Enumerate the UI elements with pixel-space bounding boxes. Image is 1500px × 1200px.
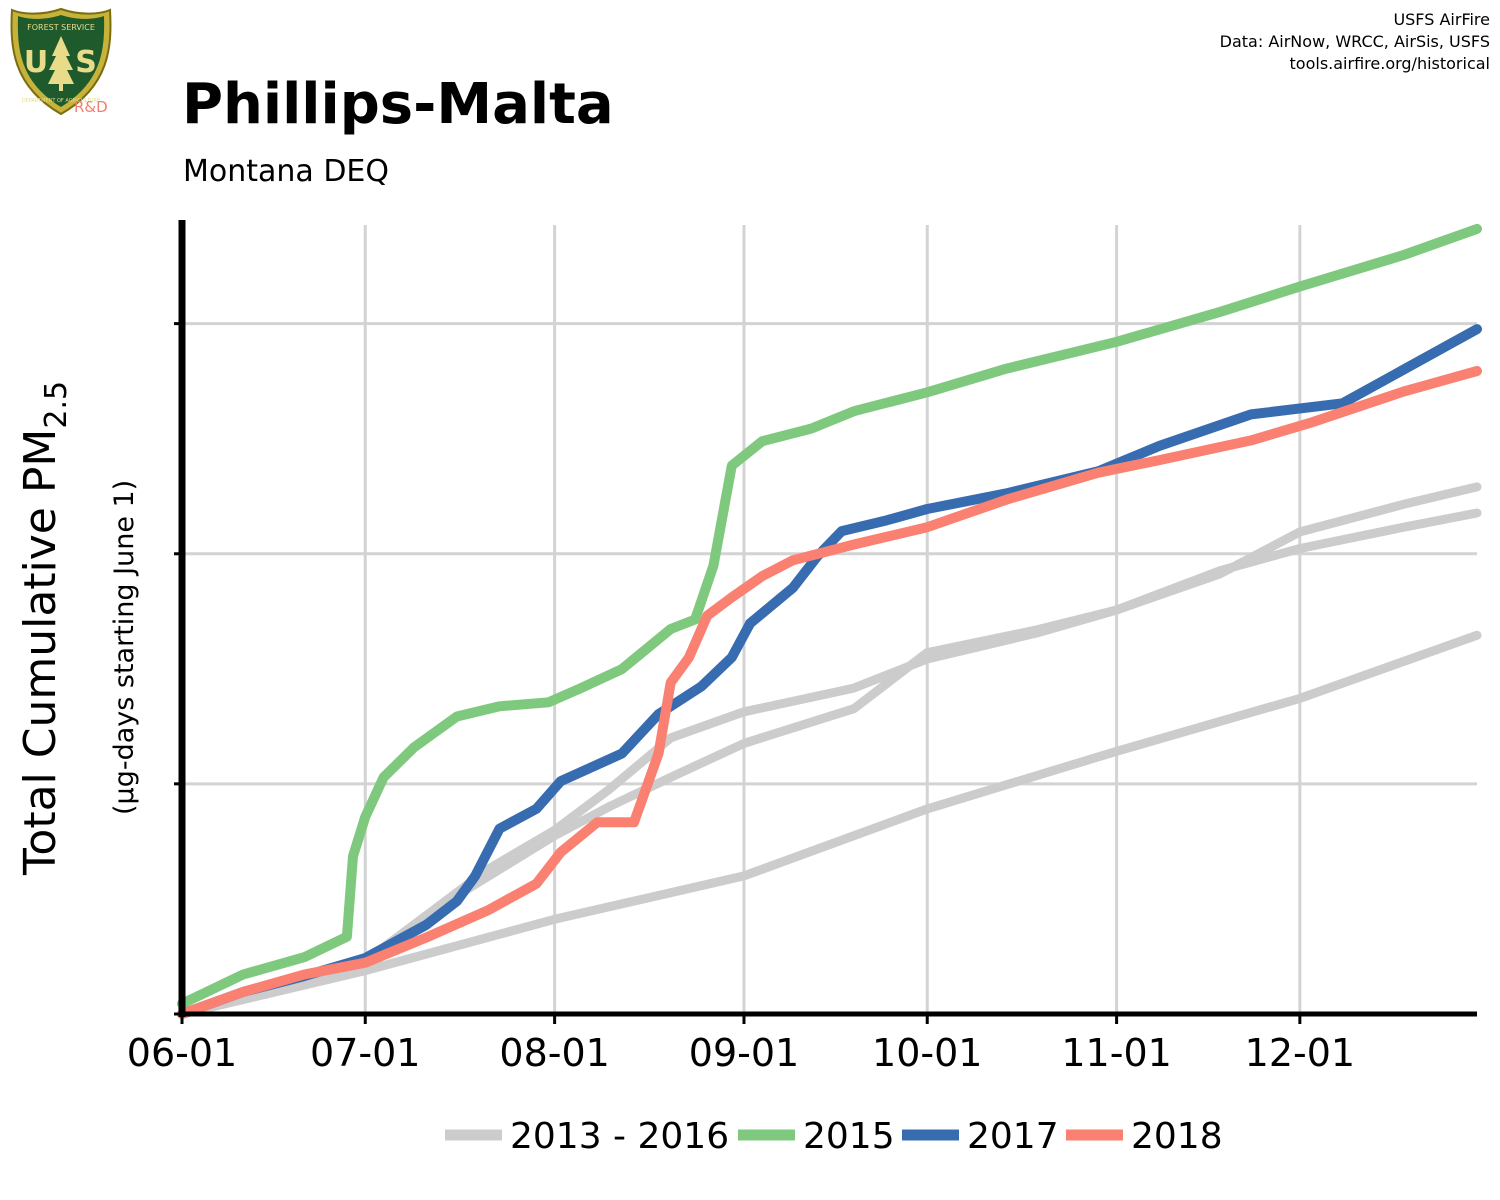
chart-title: Phillips-Malta — [182, 72, 614, 137]
svg-text:S: S — [75, 45, 97, 80]
credit-line-3: tools.airfire.org/historical — [1289, 54, 1490, 73]
y-axis-label: Total Cumulative PM2.5 — [15, 381, 74, 876]
x-tick-label-1: 07-01 — [310, 1031, 420, 1075]
series-line-gray-2 — [177, 508, 1482, 1019]
x-tick-label-5: 11-01 — [1061, 1031, 1171, 1075]
y-axis-label-subscript: 2.5 — [39, 381, 74, 429]
series-layer — [177, 223, 1482, 1019]
series-line-2015 — [177, 223, 1482, 1009]
series-line-2018 — [177, 366, 1482, 1019]
credits: USFS AirFire Data: AirNow, WRCC, AirSis,… — [1220, 9, 1490, 75]
legend-label-1: 2015 — [803, 1116, 895, 1157]
legend-label-2: 2017 — [967, 1116, 1059, 1157]
y-axis-label-text: Total Cumulative PM — [15, 429, 66, 876]
usfs-logo: FOREST SERVICE U S DEPARTMENT OF AGRICUL… — [10, 7, 112, 116]
x-tick-label-3: 09-01 — [689, 1031, 799, 1075]
series-line-gray-0 — [177, 630, 1482, 1019]
x-tick-labels: 06-01 07-01 08-01 09-01 10-01 11-01 12-01 — [127, 1031, 1355, 1075]
svg-text:FOREST SERVICE: FOREST SERVICE — [27, 23, 95, 32]
svg-text:U: U — [24, 45, 48, 80]
legend-label-3: 2018 — [1131, 1116, 1223, 1157]
legend: 2013 - 2016 2015 2017 2018 — [445, 1116, 1223, 1157]
x-tick-label-0: 06-01 — [127, 1031, 237, 1075]
x-tick-label-2: 08-01 — [499, 1031, 609, 1075]
credit-line-1: USFS AirFire — [1393, 10, 1490, 29]
legend-label-0: 2013 - 2016 — [510, 1116, 729, 1157]
x-tick-label-4: 10-01 — [872, 1031, 982, 1075]
chart-subtitle: Montana DEQ — [183, 154, 390, 189]
credit-line-2: Data: AirNow, WRCC, AirSis, USFS — [1219, 32, 1490, 51]
series-line-gray-1 — [177, 482, 1482, 1019]
axis-layer — [174, 220, 1477, 1024]
y-axis-note: (µg-days starting June 1) — [109, 480, 140, 815]
x-tick-label-6: 12-01 — [1245, 1031, 1355, 1075]
logo-tag: R&D — [74, 98, 108, 116]
svg-text:DEPARTMENT OF AGRICULTURE: DEPARTMENT OF AGRICULTURE — [22, 98, 100, 104]
grid-layer — [182, 225, 1477, 1014]
